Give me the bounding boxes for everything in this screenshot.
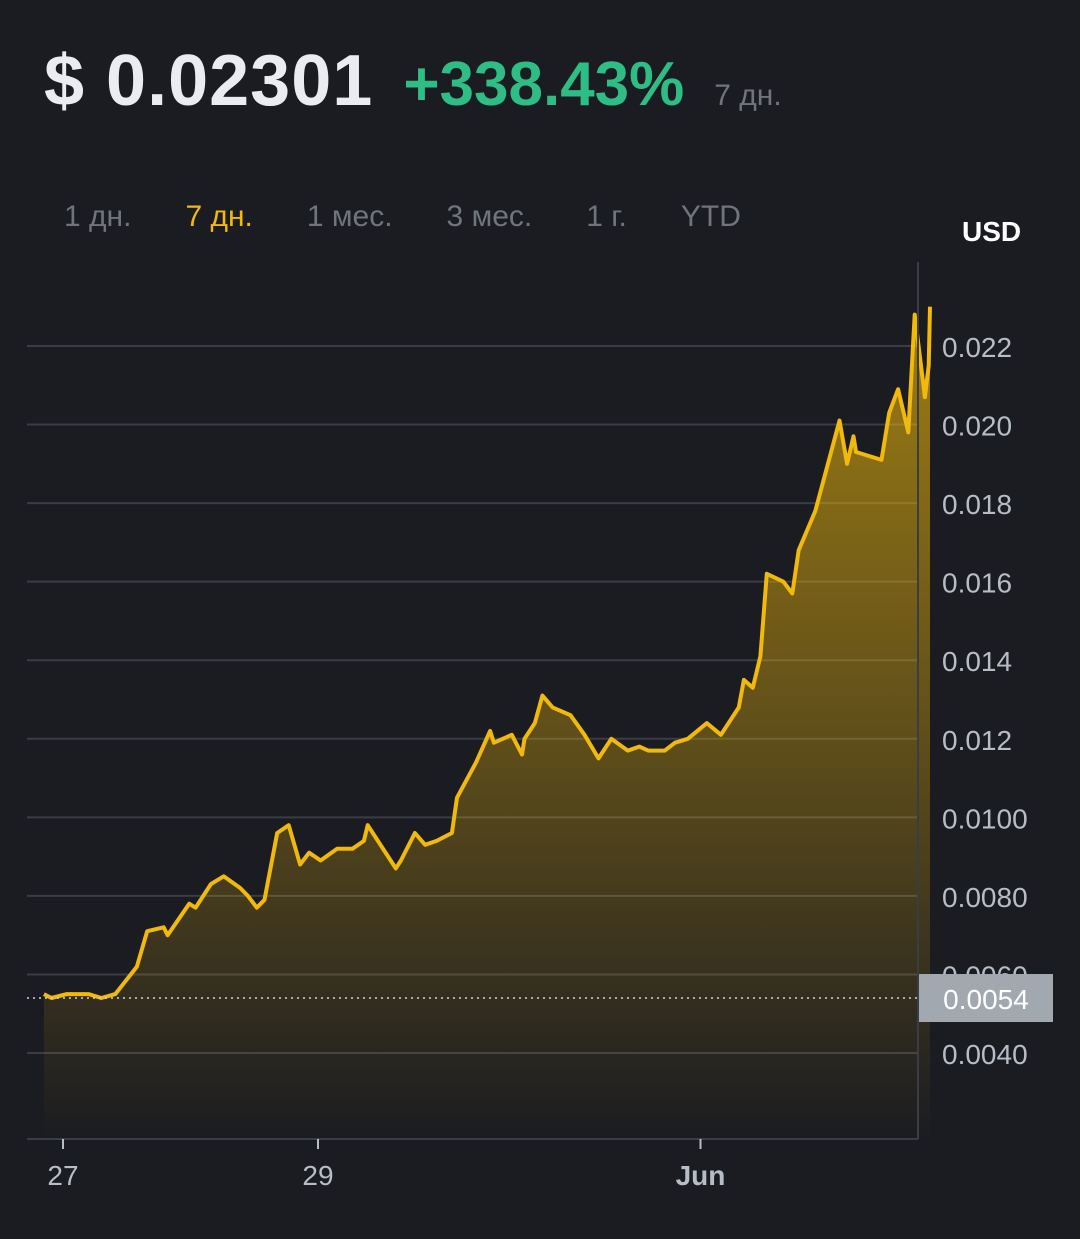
current-value-badge <box>919 974 1053 1023</box>
tab-7d[interactable]: 7 дн. <box>185 200 253 233</box>
timeframe-tabs: 1 дн. 7 дн. 1 мес. 3 мес. 1 г. YTD <box>64 200 795 234</box>
y-tick-label: 0.0080 <box>942 882 1028 913</box>
tab-ytd[interactable]: YTD <box>680 200 741 233</box>
tab-1m[interactable]: 1 мес. <box>306 200 393 233</box>
y-tick-label: 0.0100 <box>942 803 1028 834</box>
change-period: 7 дн. <box>714 79 782 112</box>
y-tick-label: 0.016 <box>942 568 1012 599</box>
y-tick-label: 0.014 <box>942 646 1012 677</box>
price-line <box>42 306 932 1000</box>
y-tick-label: 0.020 <box>942 411 1012 442</box>
y-tick-label: 0.022 <box>942 332 1012 363</box>
x-tick-label: 27 <box>47 1160 78 1191</box>
x-axis-labels: 27 29 Jun <box>47 1160 725 1191</box>
series-line <box>42 306 932 1000</box>
price-area <box>43 306 930 1139</box>
y-tick-label: 0.012 <box>942 725 1012 756</box>
tab-1d[interactable]: 1 дн. <box>64 200 132 233</box>
y-tick-label: 0.0040 <box>942 1039 1028 1070</box>
tab-3m[interactable]: 3 мес. <box>446 200 533 233</box>
price-change-percent: +338.43% <box>403 50 685 119</box>
x-tick-label: 29 <box>302 1160 333 1191</box>
y-tick-label: 0.018 <box>942 489 1012 520</box>
y-axis-labels: 0.00400.00600.00800.01000.0120.0140.0160… <box>942 332 1028 1070</box>
tab-1y[interactable]: 1 г. <box>586 200 627 233</box>
area-fill <box>43 306 930 1139</box>
current-price-marker: 0.0054 <box>27 974 1053 1023</box>
axes <box>27 262 919 1149</box>
price-header: $ 0.02301 +338.43% 7 дн. <box>44 40 782 122</box>
currency-label: USD <box>962 216 1022 247</box>
current-value-label: 0.0054 <box>943 984 1029 1015</box>
current-price: $ 0.02301 <box>44 41 374 121</box>
x-tick-label: Jun <box>676 1160 726 1191</box>
